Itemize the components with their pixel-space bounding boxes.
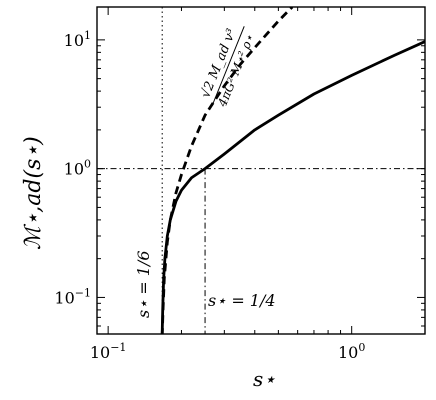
series-group bbox=[160, 7, 425, 334]
reference-lines bbox=[97, 7, 425, 334]
formula-fraction-bar bbox=[211, 26, 245, 107]
y-axis-title-text: ℳ⋆,ad(s⋆) bbox=[21, 136, 46, 250]
y-axis-title: ℳ⋆,ad(s⋆) bbox=[21, 136, 46, 250]
label-s-one-sixth: s⋆ = 1/6 bbox=[134, 250, 153, 318]
x-axis-title-text: s⋆ bbox=[253, 367, 276, 391]
series-line-dashed bbox=[160, 7, 294, 334]
x-tick-label: 10−1 bbox=[90, 341, 127, 362]
x-tick-label: 100 bbox=[338, 341, 365, 362]
plot-frame bbox=[96, 6, 426, 335]
ticks: 10−1 100 10−1 100 101 bbox=[54, 7, 426, 362]
y-tick-label: 101 bbox=[64, 29, 91, 50]
y-tick-label: 100 bbox=[64, 158, 91, 179]
label-s-one-sixth-text: s⋆ = 1/6 bbox=[134, 250, 153, 318]
label-s-one-quarter: s⋆ = 1/4 bbox=[208, 291, 276, 310]
y-tick-label: 10−1 bbox=[54, 286, 91, 307]
x-axis-title: s⋆ bbox=[253, 367, 276, 391]
